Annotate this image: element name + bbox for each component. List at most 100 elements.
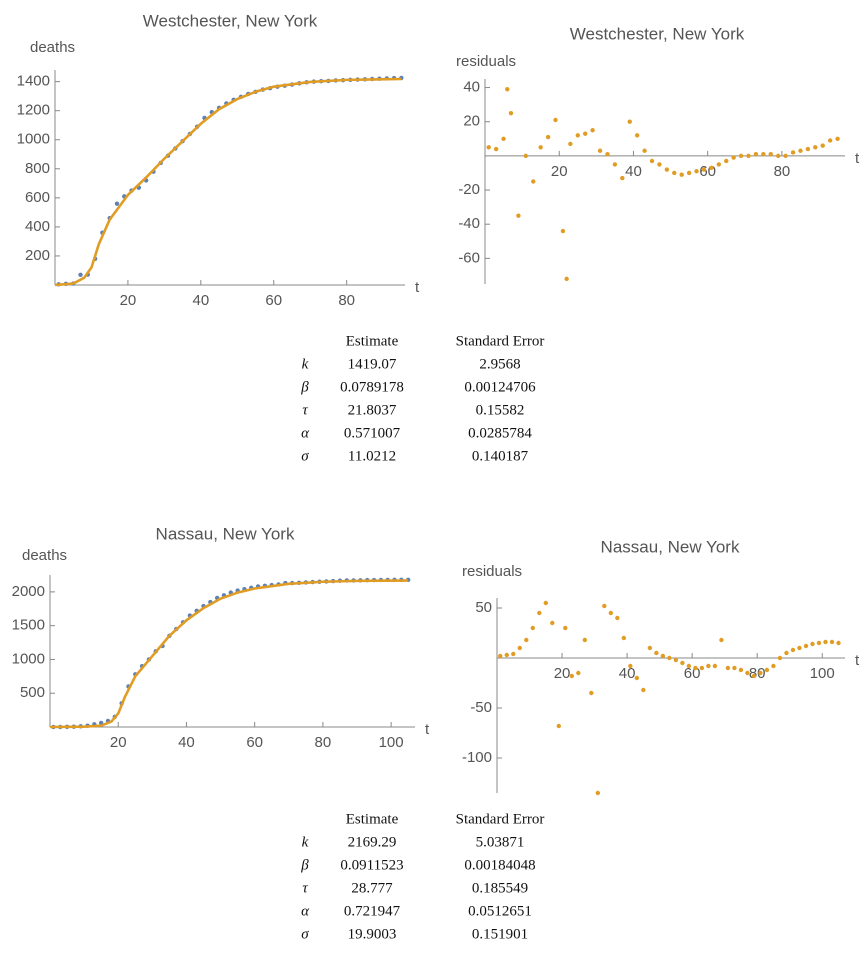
- x-tick-label: 40: [192, 292, 209, 309]
- y-tick-label: 1000: [12, 650, 45, 667]
- data-point: [784, 650, 789, 656]
- data-point: [790, 150, 796, 155]
- y-tick-label: 500: [20, 684, 45, 701]
- data-point: [679, 172, 684, 177]
- x-tick-label: 60: [265, 292, 282, 309]
- y-tick-label: 1000: [17, 131, 50, 148]
- data-point: [543, 600, 548, 606]
- chart-title: Westchester, New York: [143, 11, 318, 30]
- data-point: [564, 276, 569, 282]
- data-point: [511, 651, 516, 657]
- data-point: [680, 660, 685, 666]
- parameter-symbol: β: [300, 857, 309, 873]
- data-point: [706, 663, 711, 669]
- data-point: [797, 645, 802, 651]
- data-point: [686, 663, 692, 669]
- data-point: [827, 138, 833, 143]
- data-point: [725, 665, 731, 671]
- data-point: [590, 128, 595, 133]
- parameter-symbol: β: [300, 379, 309, 395]
- data-point: [716, 162, 722, 167]
- y-tick-label: 1200: [17, 102, 50, 119]
- x-tick-label: 100: [379, 734, 404, 751]
- data-point: [493, 146, 499, 152]
- data-point: [768, 151, 773, 157]
- data-point: [556, 723, 561, 729]
- data-point: [649, 158, 655, 164]
- table-cell: 0.00184048: [464, 857, 535, 873]
- y-tick-label: 600: [25, 189, 50, 206]
- data-point: [829, 639, 835, 645]
- data-point: [805, 146, 811, 152]
- x-tick-label: 100: [810, 665, 835, 682]
- y-tick-label: 400: [25, 218, 50, 235]
- data-point: [654, 650, 659, 656]
- data-point: [758, 670, 763, 676]
- x-tick-label: 40: [178, 734, 195, 751]
- x-axis-label: t: [855, 652, 860, 669]
- data-point: [647, 645, 653, 651]
- data-point: [504, 652, 509, 658]
- data-point: [628, 663, 633, 669]
- data-point: [686, 170, 692, 176]
- data-point: [836, 640, 841, 646]
- data-point: [699, 665, 705, 671]
- table-cell: 5.03871: [476, 834, 525, 850]
- y-axis-label: residuals: [456, 53, 516, 70]
- x-tick-label: 20: [554, 665, 571, 682]
- table-cell: 0.721947: [344, 903, 401, 919]
- chart-title: Nassau, New York: [156, 524, 295, 543]
- fit-line: [49, 579, 409, 729]
- data-point: [589, 690, 594, 696]
- table-cell: 0.0911523: [340, 857, 403, 873]
- y-tick-label: 40: [463, 79, 480, 96]
- x-axis-label: t: [855, 150, 860, 167]
- table-cell: 0.140187: [472, 448, 529, 464]
- data-point: [530, 625, 535, 631]
- data-point: [602, 603, 607, 609]
- data-point: [642, 148, 647, 153]
- data-point: [657, 162, 662, 167]
- data-point: [568, 141, 573, 147]
- data-point: [753, 151, 759, 157]
- data-point: [597, 148, 603, 153]
- data-point: [712, 663, 718, 669]
- table-header: Estimate: [346, 333, 399, 349]
- table-cell: 1419.07: [348, 356, 397, 372]
- data-point: [537, 610, 542, 616]
- y-axis-label: residuals: [462, 563, 522, 580]
- y-tick-label: 1500: [12, 617, 45, 634]
- data-point: [783, 153, 788, 159]
- parameter-symbol: σ: [301, 448, 309, 464]
- table-cell: 28.777: [351, 880, 393, 896]
- x-tick-label: 20: [551, 163, 568, 180]
- data-point: [498, 653, 503, 659]
- data-point: [621, 635, 627, 641]
- data-point: [823, 639, 828, 645]
- data-point: [615, 615, 620, 621]
- parameter-symbol: τ: [302, 402, 308, 418]
- table-cell: 2.9568: [479, 356, 520, 372]
- y-tick-label: 1400: [17, 73, 50, 90]
- table-cell: 0.0512651: [468, 903, 532, 919]
- data-point: [523, 153, 529, 159]
- data-point: [775, 153, 781, 159]
- data-point: [595, 790, 601, 796]
- chart-title: Nassau, New York: [601, 537, 740, 556]
- data-point: [114, 201, 120, 206]
- x-tick-label: 80: [338, 292, 355, 309]
- data-point: [550, 620, 555, 626]
- x-tick-label: 60: [699, 163, 716, 180]
- data-point: [486, 145, 491, 150]
- data-point: [693, 665, 698, 671]
- data-point: [575, 133, 580, 138]
- data-point: [777, 655, 783, 661]
- y-tick-label: -60: [458, 249, 480, 266]
- data-point: [709, 165, 714, 171]
- data-point: [524, 637, 529, 643]
- data-point: [627, 119, 632, 124]
- data-point: [517, 645, 522, 651]
- data-point: [634, 675, 640, 681]
- y-axis-label: deaths: [30, 39, 75, 56]
- x-tick-label: 80: [749, 665, 766, 682]
